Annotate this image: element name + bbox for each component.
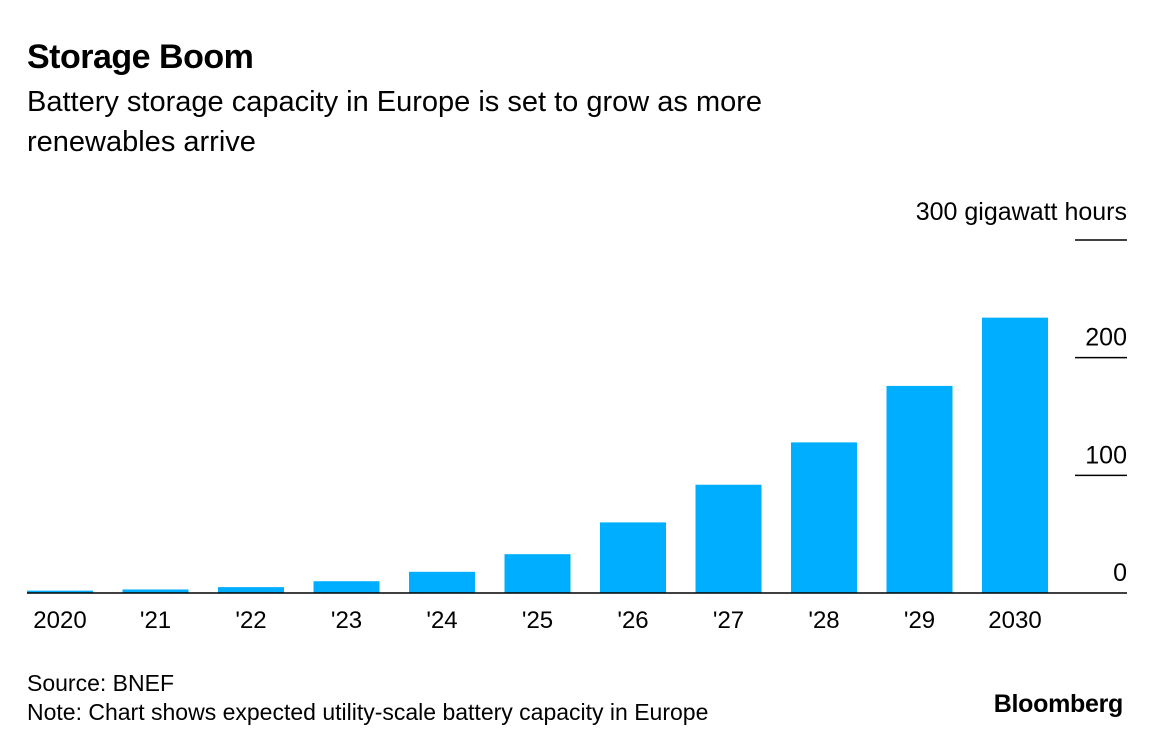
bloomberg-logo: Bloomberg bbox=[993, 690, 1124, 718]
bar-24 bbox=[409, 571, 475, 593]
x-tick-label: '26 bbox=[617, 607, 648, 634]
bar-27 bbox=[695, 484, 762, 593]
chart-note: Note: Chart shows expected utility-scale… bbox=[27, 699, 709, 725]
source-note: Source: BNEF bbox=[27, 670, 174, 696]
y-axis-unit-label: 300 gigawatt hours bbox=[915, 198, 1127, 226]
y-tick-label: 200 bbox=[1085, 324, 1127, 352]
x-tick-label: 2030 bbox=[988, 607, 1041, 634]
x-tick-label: '25 bbox=[522, 607, 553, 634]
chart-subtitle: Battery storage capacity in Europe is se… bbox=[27, 86, 763, 158]
x-tick-label: '27 bbox=[713, 607, 744, 634]
bar-26 bbox=[600, 522, 666, 593]
bar-2030 bbox=[982, 317, 1048, 593]
x-tick-label: '24 bbox=[426, 607, 457, 634]
x-tick-label: '28 bbox=[808, 607, 839, 634]
x-tick-label: '29 bbox=[904, 607, 935, 634]
x-tick-label: '21 bbox=[140, 607, 171, 634]
y-tick-label: 100 bbox=[1085, 441, 1127, 469]
bar-2020 bbox=[27, 590, 93, 593]
bar-29 bbox=[886, 385, 953, 593]
x-tick-label: '23 bbox=[331, 607, 362, 634]
bar-23 bbox=[313, 581, 380, 593]
bar-28 bbox=[791, 442, 857, 593]
bar-25 bbox=[504, 554, 571, 593]
x-tick-label: 2020 bbox=[33, 607, 86, 634]
bar-21 bbox=[122, 589, 189, 593]
y-tick-label: 0 bbox=[1113, 559, 1127, 587]
chart-title: Storage Boom bbox=[27, 38, 254, 76]
bar-22 bbox=[218, 587, 284, 593]
x-tick-label: '22 bbox=[235, 607, 266, 634]
